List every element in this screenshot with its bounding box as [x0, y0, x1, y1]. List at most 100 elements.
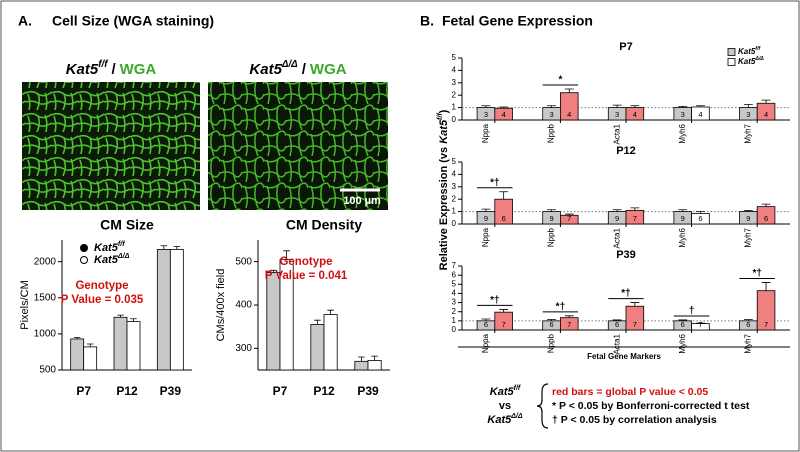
- error-bar: [283, 250, 290, 260]
- y-tick-label: 2000: [34, 256, 57, 267]
- x-tick-label: P39: [160, 384, 182, 398]
- error-bar: [358, 356, 365, 362]
- x-tick-label: Myh7: [743, 333, 752, 353]
- y-tick-label: 3: [452, 78, 457, 87]
- key-group: Kat5f/f: [490, 385, 521, 398]
- sample-size: 6: [681, 320, 685, 329]
- sample-size: 6: [746, 320, 750, 329]
- error-bar: [761, 99, 771, 104]
- panel-title: Fetal Gene Expression: [442, 13, 593, 29]
- sample-size: 4: [764, 110, 768, 119]
- scale-bar-label: 100 µm: [343, 195, 381, 207]
- label: Kat5f/f / WGA: [66, 59, 157, 78]
- sample-size: 6: [484, 320, 488, 329]
- sample-size: 7: [633, 320, 637, 329]
- error-bar: [743, 319, 753, 321]
- sample-size: 3: [746, 110, 750, 119]
- y-tick-label: 0: [452, 219, 457, 228]
- error-bar: [564, 88, 574, 93]
- sample-size: 6: [615, 320, 619, 329]
- y-tick-label: 5: [452, 157, 457, 166]
- x-tick-label: Myh6: [678, 227, 687, 247]
- x-tick-label: Myh6: [678, 333, 687, 353]
- y-tick-label: 4: [452, 66, 457, 75]
- x-tick-label: Nppb: [547, 123, 556, 143]
- error-bar: [564, 213, 574, 216]
- bar: [169, 248, 184, 371]
- error-bar: [314, 319, 321, 325]
- sample-size: 7: [633, 214, 637, 223]
- chart-title: CM Size: [100, 217, 154, 233]
- bar: [323, 314, 338, 371]
- y-axis-label: Relative Expression (vs Kat5f/f): [437, 109, 450, 270]
- x-tick-label: Nppb: [547, 227, 556, 247]
- y-tick-label: 500: [235, 256, 252, 267]
- y-tick-label: 2: [452, 90, 457, 99]
- x-tick-label: Myh7: [743, 227, 752, 247]
- sample-size: 4: [698, 110, 702, 119]
- legend-swatch: [727, 48, 736, 56]
- x-tick-label: P7: [273, 384, 288, 398]
- sample-size: 7: [698, 320, 702, 329]
- y-tick-label: 1000: [34, 329, 57, 340]
- y-tick-label: 5: [452, 53, 457, 62]
- annotation: P Value = 0.041: [265, 270, 348, 282]
- bar: [310, 324, 325, 371]
- label: Kat5Δ/Δ: [94, 252, 130, 266]
- y-tick-label: 0: [452, 325, 457, 334]
- y-tick-label: 0: [452, 115, 457, 124]
- label: Kat5f/f: [94, 240, 125, 254]
- key-line: † P < 0.05 by correlation analysis: [552, 414, 717, 426]
- sample-size: 9: [681, 214, 685, 223]
- bar: [354, 360, 369, 371]
- error-bar: [547, 105, 556, 108]
- y-tick-label: 2: [452, 194, 457, 203]
- x-axis-label: Fetal Gene Markers: [587, 352, 661, 361]
- significance-label: *†: [556, 301, 565, 312]
- error-bar: [547, 319, 556, 321]
- label: Kat5Δ/Δ: [738, 56, 764, 66]
- error-bar: [678, 105, 688, 108]
- y-tick-label: 4: [452, 289, 457, 298]
- error-bar: [160, 245, 168, 250]
- y-axis-label: CMs/400x field: [215, 269, 227, 342]
- error-bar: [612, 209, 622, 212]
- annotation: P Value = 0.035: [61, 294, 144, 306]
- bar: [156, 248, 171, 371]
- x-tick-label: Nppb: [547, 333, 556, 353]
- y-tick-label: 6: [452, 270, 457, 279]
- chart-title: P12: [616, 145, 636, 157]
- key-line: red bars = global P value < 0.05: [552, 386, 708, 398]
- legend-swatch: [80, 256, 88, 264]
- key-vs: vs: [499, 400, 511, 412]
- sample-size: 7: [502, 320, 506, 329]
- x-tick-label: Acta1: [612, 227, 621, 248]
- error-bar: [630, 105, 640, 108]
- y-tick-label: 3: [452, 298, 457, 307]
- bar: [113, 316, 128, 371]
- micrograph: [22, 82, 200, 210]
- panel-title: Cell Size (WGA staining): [52, 13, 214, 29]
- x-tick-label: Nppa: [481, 333, 490, 353]
- label: Kat5f/f: [738, 46, 762, 56]
- error-bar: [761, 282, 771, 291]
- error-bar: [130, 318, 137, 322]
- sample-size: 6: [698, 214, 702, 223]
- label: Kat5Δ/Δ / WGA: [249, 59, 346, 78]
- x-tick-label: Acta1: [612, 333, 621, 354]
- sample-size: 9: [615, 214, 619, 223]
- bar: [126, 321, 141, 371]
- y-tick-label: 5: [452, 279, 457, 288]
- y-tick-label: 4: [452, 170, 457, 179]
- sample-size: 6: [764, 214, 768, 223]
- bar: [83, 346, 98, 371]
- x-tick-label: P7: [76, 384, 91, 398]
- bar: [266, 272, 281, 371]
- error-bar: [547, 209, 556, 212]
- error-bar: [481, 318, 491, 321]
- x-tick-label: Nppa: [481, 123, 490, 143]
- y-tick-label: 300: [235, 343, 252, 354]
- error-bar: [678, 319, 688, 321]
- sample-size: 4: [633, 110, 637, 119]
